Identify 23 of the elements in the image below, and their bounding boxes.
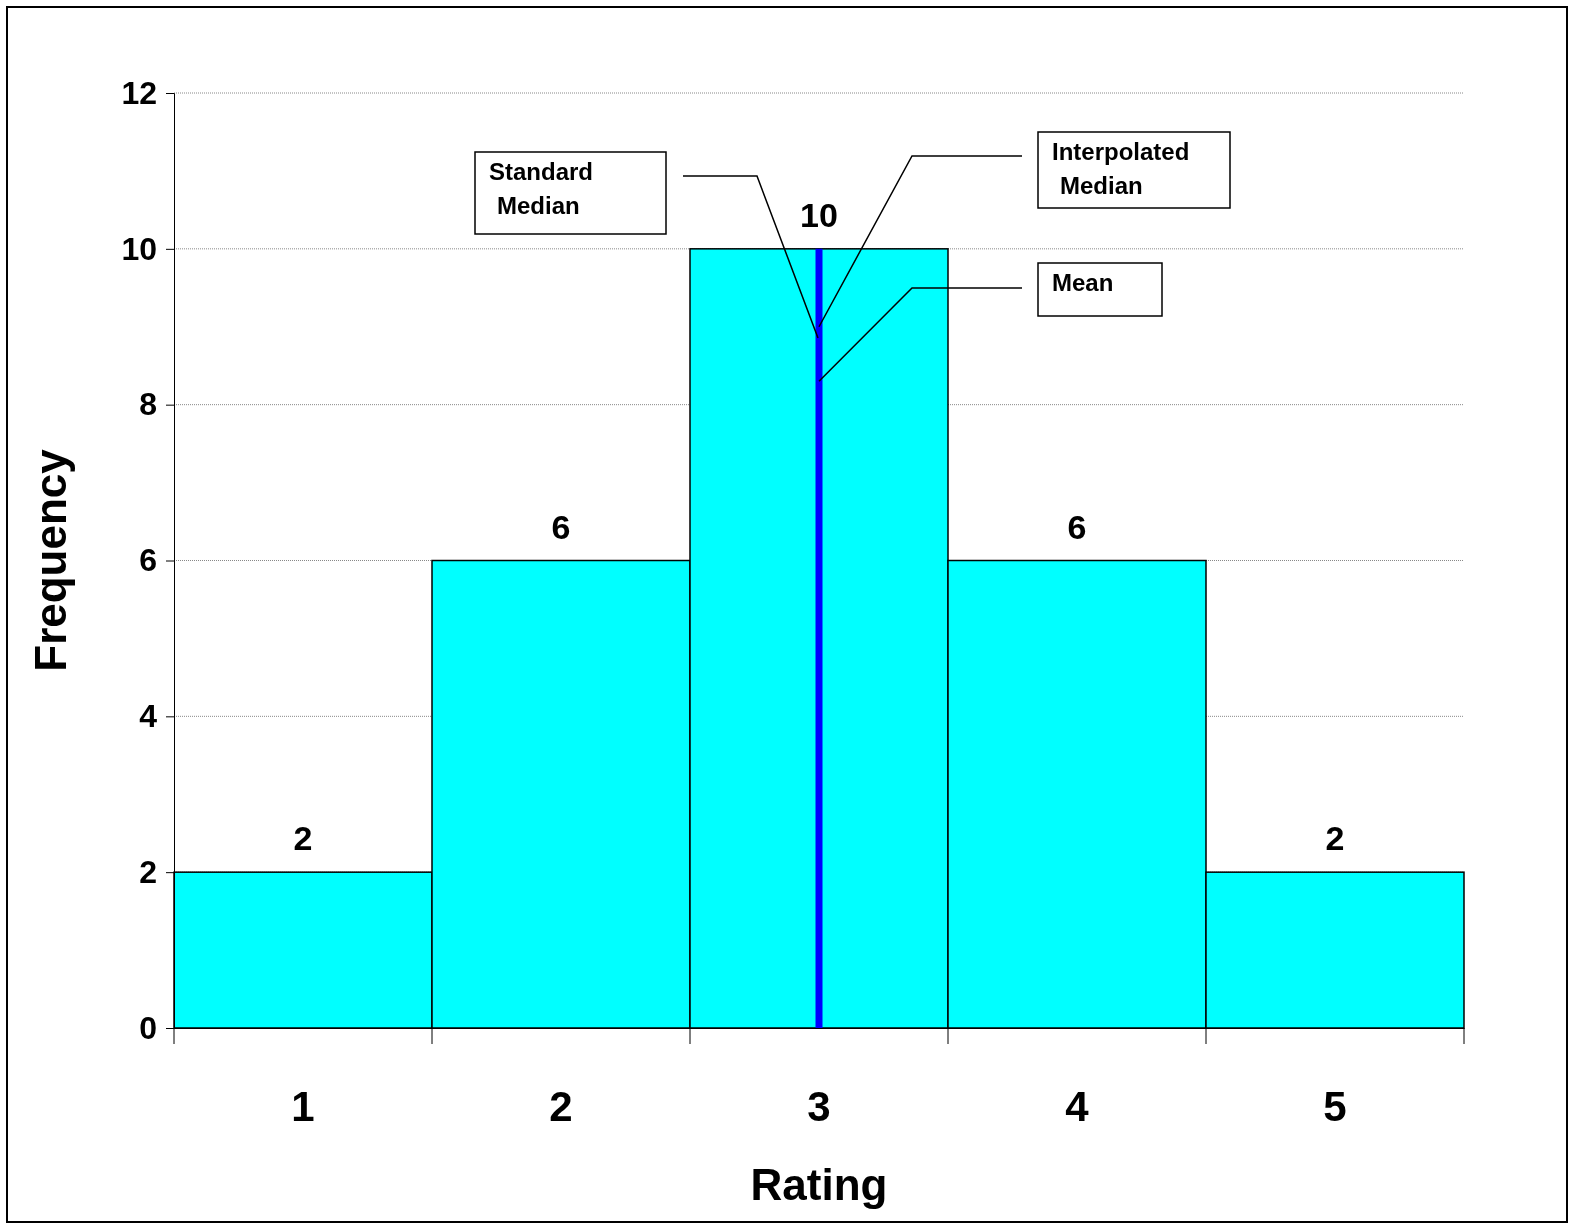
annotation: Standard Median [489,158,594,219]
x-tick-label: 5 [1323,1083,1347,1130]
data-label: 6 [1067,507,1087,546]
data-label: 10 [800,195,838,234]
y-tick-label: 6 [139,542,157,579]
y-tick-label: 12 [121,74,157,111]
annotation: Interpolated Median [1052,138,1190,199]
callout: Mean [818,262,1163,383]
annotation: Mean [1052,269,1114,296]
y-tick-label: 0 [139,1009,157,1046]
x-axis-title: Rating [750,1160,888,1209]
data-label: 6 [551,507,571,546]
data-label: 2 [1325,819,1345,858]
x-tick-label: 3 [807,1083,831,1130]
x-tick-label: 4 [1065,1083,1090,1130]
y-tick-label: 8 [139,386,157,423]
y-tick-label: 2 [139,853,157,890]
data-label: 2 [293,819,313,858]
y-tick-label: 4 [139,698,158,735]
y-axis-title: Frequency [26,448,75,672]
y-tick-label: 10 [121,230,157,267]
x-tick-label: 1 [291,1083,315,1130]
x-tick-label: 2 [549,1083,573,1130]
